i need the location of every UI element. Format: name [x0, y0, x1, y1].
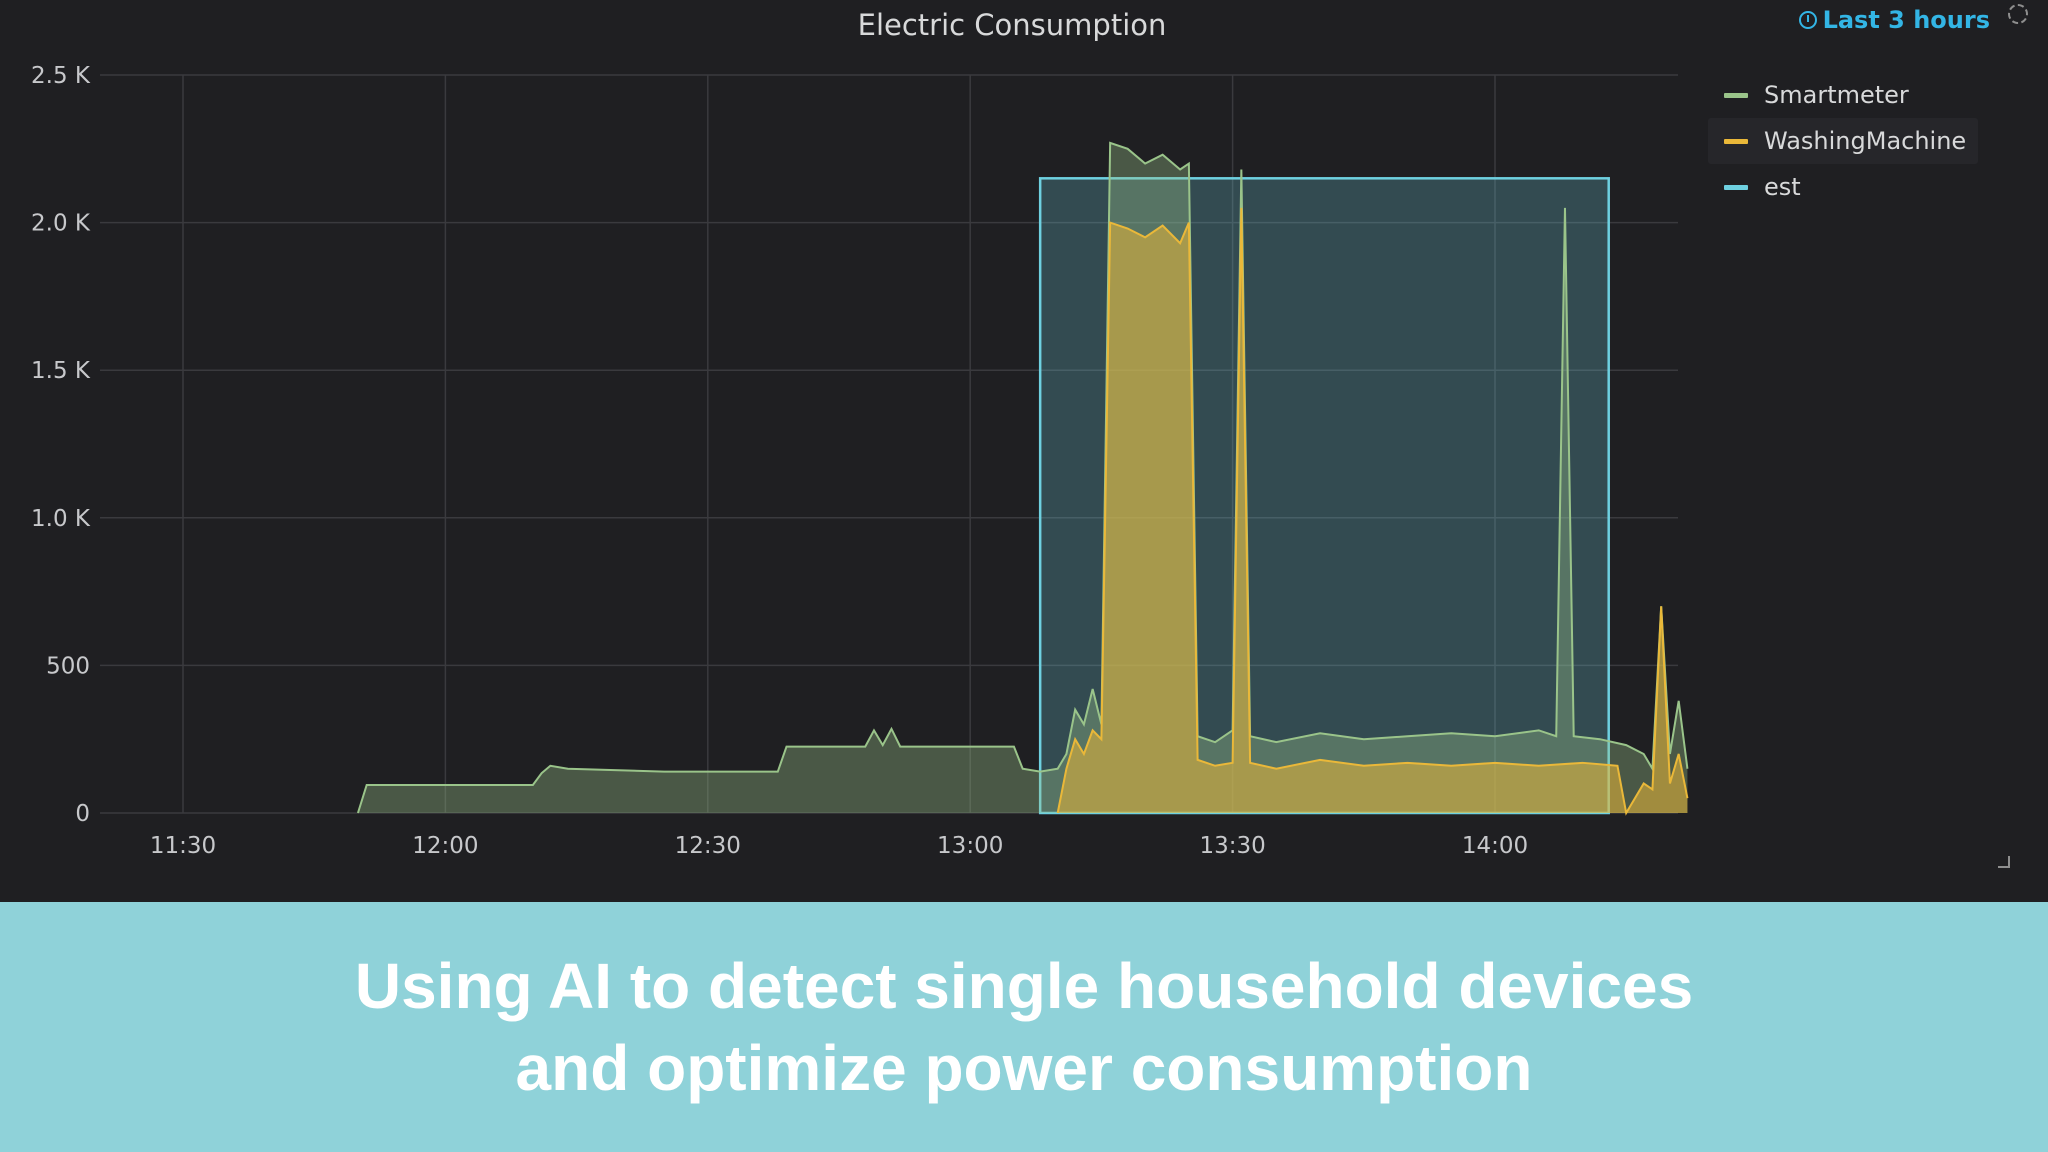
legend-item-smartmeter[interactable]: Smartmeter [1708, 72, 1978, 118]
legend-label: WashingMachine [1764, 127, 1967, 155]
x-axis-ticks: 11:30 12:00 12:30 13:00 13:30 14:00 [150, 833, 1528, 859]
x-tick-label: 13:00 [937, 833, 1003, 859]
electric-consumption-chart[interactable]: 0 500 1.0 K 1.5 K 2.0 K 2.5 K 11:30 12:00 12:30… [0, 0, 2048, 902]
y-tick-label: 500 [46, 653, 90, 679]
caption-text: Using AI to detect single household devi… [355, 945, 1693, 1109]
caption-banner: Using AI to detect single household devi… [0, 902, 2048, 1152]
smartmeter-series [356, 141, 1689, 814]
legend-label: Smartmeter [1764, 81, 1909, 109]
legend-swatch [1724, 92, 1748, 98]
x-tick-label: 11:30 [150, 833, 216, 859]
x-tick-label: 13:30 [1199, 833, 1265, 859]
x-tick-label: 12:30 [675, 833, 741, 859]
clock-icon [1798, 11, 1817, 29]
legend-item-est[interactable]: est [1708, 164, 1978, 210]
y-tick-label: 0 [75, 801, 90, 827]
washingmachine-area [1057, 207, 1688, 814]
smartmeter-line [356, 141, 1689, 814]
legend-swatch [1724, 184, 1748, 190]
caption-line-1: Using AI to detect single household devi… [354, 950, 1694, 1022]
chart-legend: Smartmeter WashingMachine est [1708, 72, 1978, 210]
legend-label: est [1764, 173, 1801, 201]
refresh-icon[interactable] [2008, 4, 2028, 24]
smartmeter-area [357, 142, 1688, 813]
caption-line-2: and optimize power consumption [515, 1032, 1533, 1104]
y-tick-label: 1.5 K [31, 358, 91, 384]
graph-panel: Electric Consumption Last 3 hours 0 500 1.… [0, 0, 2048, 902]
panel-title: Electric Consumption [857, 8, 1167, 42]
washingmachine-series [1056, 207, 1689, 816]
x-tick-label: 14:00 [1462, 833, 1528, 859]
y-tick-label: 1.0 K [31, 506, 91, 532]
y-axis-ticks: 0 500 1.0 K 1.5 K 2.0 K 2.5 K [31, 63, 91, 827]
time-range-label: Last 3 hours [1822, 6, 1990, 34]
washingmachine-line [1056, 207, 1689, 816]
y-tick-label: 2.0 K [31, 211, 91, 237]
resize-handle-icon[interactable] [1998, 856, 2010, 868]
legend-swatch [1724, 138, 1748, 144]
x-tick-label: 12:00 [412, 833, 478, 859]
legend-item-washingmachine[interactable]: WashingMachine [1708, 118, 1978, 164]
y-tick-label: 2.5 K [31, 63, 91, 89]
time-range-picker[interactable]: Last 3 hours [1798, 6, 1990, 34]
